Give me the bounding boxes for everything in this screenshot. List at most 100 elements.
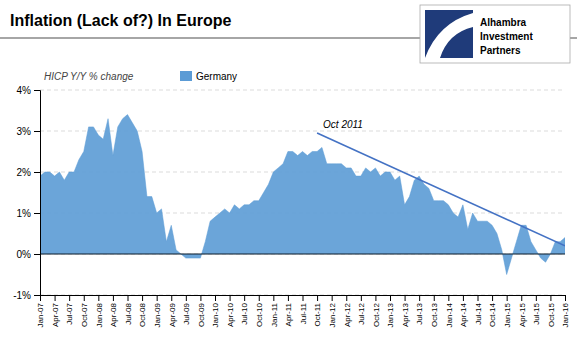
x-tick-label: Oct-09 — [197, 302, 206, 327]
x-tick-label: Oct-08 — [138, 302, 147, 327]
x-tick-label: Apr-14 — [459, 302, 468, 327]
x-tick: Jul-10 — [240, 295, 249, 325]
x-tick-mark — [84, 295, 85, 301]
x-tick-mark — [550, 295, 551, 301]
x-tick-mark — [215, 295, 216, 301]
x-tick-label: Jul-09 — [182, 302, 191, 324]
x-tick-label: Oct-14 — [488, 302, 497, 327]
y-tick-mark — [34, 295, 40, 296]
x-tick-label: Oct-11 — [313, 302, 322, 326]
x-tick: Jan-14 — [445, 295, 454, 327]
x-tick-label: Jul-14 — [474, 302, 483, 324]
x-tick-mark — [273, 295, 274, 301]
x-tick: Oct-07 — [80, 295, 89, 327]
y-tick-mark — [34, 254, 40, 255]
x-tick-mark — [171, 295, 172, 301]
x-tick-mark — [113, 295, 114, 301]
x-tick: Apr-12 — [343, 295, 352, 327]
x-tick-mark — [463, 295, 464, 301]
y-tick-label: 4% — [17, 85, 32, 96]
logo-swoosh — [425, 13, 473, 58]
x-tick-mark — [521, 295, 522, 301]
x-tick: Apr-11 — [284, 295, 293, 326]
x-tick: Apr-14 — [459, 295, 468, 327]
x-tick-mark — [317, 295, 318, 301]
title: Inflation (Lack of?) In Europe — [10, 12, 231, 29]
x-tick-label: Jan-14 — [445, 302, 454, 327]
y-tick-mark — [34, 90, 40, 91]
x-tick: Jan-11 — [270, 295, 279, 327]
x-tick: Oct-09 — [197, 295, 206, 327]
x-tick-mark — [128, 295, 129, 301]
x-tick-label: Oct-13 — [430, 302, 439, 327]
x-tick-label: Jan-10 — [211, 302, 220, 327]
x-tick-mark — [244, 295, 245, 301]
x-tick: Oct-15 — [547, 295, 556, 327]
x-tick: Oct-13 — [430, 295, 439, 327]
x-tick-label: Jan-09 — [153, 302, 162, 327]
x-tick-mark — [361, 295, 362, 301]
y-tick: 0% — [17, 249, 40, 260]
x-tick-mark — [434, 295, 435, 301]
x-tick-label: Jul-12 — [357, 302, 366, 324]
legend: Germany — [180, 71, 237, 82]
y-axis: -1%0%1%2%3%4% — [13, 85, 40, 301]
x-tick-label: Oct-07 — [80, 302, 89, 327]
x-tick-label: Jul-15 — [532, 302, 541, 324]
legend-label: Germany — [196, 71, 237, 82]
y-tick: 2% — [17, 167, 40, 178]
x-tick: Jul-14 — [474, 295, 483, 325]
x-tick: Apr-09 — [168, 295, 177, 327]
x-tick: Jul-08 — [124, 295, 133, 325]
x-tick: Jul-11 — [299, 295, 308, 324]
x-tick-mark — [448, 295, 449, 301]
x-tick: Jul-15 — [532, 295, 541, 325]
x-tick-mark — [157, 295, 158, 301]
area — [40, 115, 565, 275]
x-tick: Oct-14 — [488, 295, 497, 327]
x-tick-mark — [98, 295, 99, 301]
x-tick-mark — [565, 295, 566, 301]
x-tick-label: Apr-13 — [401, 302, 410, 327]
x-tick: Apr-10 — [226, 295, 235, 327]
x-tick-label: Oct-12 — [372, 302, 381, 327]
logo: AlhambraInvestmentPartners — [420, 5, 570, 63]
x-tick-mark — [259, 295, 260, 301]
x-tick-label: Apr-10 — [226, 302, 235, 327]
x-tick: Jul-13 — [415, 295, 424, 325]
logo-text: Investment — [480, 31, 533, 42]
logo-box — [420, 5, 570, 63]
x-tick-label: Jan-12 — [328, 302, 337, 327]
trendline — [317, 133, 565, 246]
x-tick: Oct-12 — [372, 295, 381, 327]
x-tick-mark — [69, 295, 70, 301]
x-tick-label: Apr-15 — [518, 302, 527, 327]
y-tick: 3% — [17, 126, 40, 137]
x-tick: Oct-08 — [138, 295, 147, 327]
x-tick: Jan-16 — [561, 295, 570, 327]
x-tick-mark — [390, 295, 391, 301]
annotation: Oct 2011 — [323, 119, 363, 130]
x-tick: Jan-15 — [503, 295, 512, 327]
y-tick: 1% — [17, 208, 40, 219]
x-tick: Jan-09 — [153, 295, 162, 327]
x-tick: Jul-07 — [65, 295, 74, 325]
x-tick-label: Jul-10 — [240, 302, 249, 324]
logo-square — [425, 10, 473, 58]
y-tick-label: 3% — [17, 126, 32, 137]
x-tick-label: Apr-12 — [343, 302, 352, 327]
legend-swatch — [180, 71, 192, 81]
x-tick-label: Apr-08 — [109, 302, 118, 327]
x-tick-label: Jan-15 — [503, 302, 512, 327]
chart-svg: Inflation (Lack of?) In EuropeAlhambraIn… — [0, 0, 577, 341]
grid-line — [40, 90, 565, 91]
x-tick: Jan-13 — [386, 295, 395, 327]
x-tick: Jan-12 — [328, 295, 337, 327]
x-tick-mark — [536, 295, 537, 301]
x-tick-label: Oct-15 — [547, 302, 556, 327]
subtitle: HICP Y/Y % change — [44, 71, 134, 82]
x-tick: Jan-08 — [95, 295, 104, 327]
logo-text: Partners — [480, 45, 521, 56]
zero-line — [40, 254, 565, 255]
x-tick: Apr-15 — [518, 295, 527, 327]
